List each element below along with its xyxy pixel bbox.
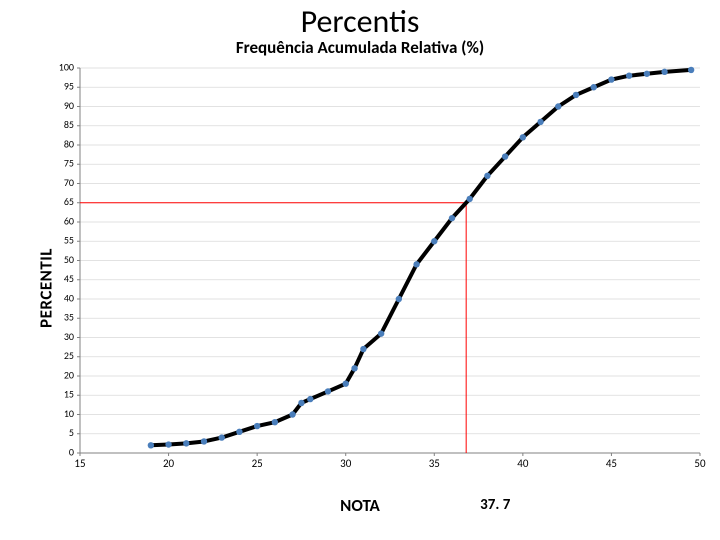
svg-text:50: 50 [694,457,706,470]
svg-text:45: 45 [64,272,74,285]
chart-title: Percentis [0,2,720,41]
svg-text:10: 10 [64,407,74,420]
svg-text:20: 20 [163,457,175,470]
y-axis-label: PERCENTIL [35,248,56,328]
svg-text:15: 15 [64,388,74,401]
svg-text:90: 90 [64,99,74,112]
svg-text:0: 0 [69,445,74,458]
svg-text:65: 65 [64,195,74,208]
svg-text:75: 75 [64,157,74,170]
svg-text:95: 95 [64,80,74,93]
svg-text:50: 50 [64,253,74,266]
svg-text:35: 35 [64,311,74,324]
chart-subtitle: Frequência Acumulada Relativa (%) [0,37,720,58]
chart-container: PERCENTIL 0 5 10 15 20 25 30 35 40 45 50 55 60 65 70 75… [0,58,720,518]
svg-text:40: 40 [517,457,529,470]
svg-text:45: 45 [606,457,617,470]
svg-text:55: 55 [64,234,74,247]
svg-text:20: 20 [64,368,74,381]
reference-annotation: 37. 7 [480,496,510,514]
svg-text:15: 15 [74,457,85,470]
svg-text:5: 5 [69,426,74,439]
svg-text:35: 35 [429,457,440,470]
svg-text:30: 30 [64,330,74,343]
svg-text:100: 100 [59,60,74,73]
svg-text:80: 80 [64,137,74,150]
svg-text:85: 85 [64,118,74,131]
svg-text:70: 70 [64,176,74,189]
svg-text:25: 25 [252,457,263,470]
svg-text:40: 40 [64,291,74,304]
x-axis-label: NOTA [340,495,380,516]
svg-text:30: 30 [340,457,352,470]
svg-text:25: 25 [64,349,74,362]
svg-text:60: 60 [64,214,74,227]
chart-svg: 0 5 10 15 20 25 30 35 40 45 50 55 60 65 70 75 80 85 90 95 10… [0,58,720,498]
